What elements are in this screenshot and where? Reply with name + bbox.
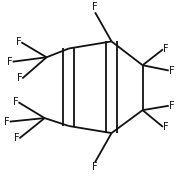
Text: F: F bbox=[163, 44, 169, 54]
Text: F: F bbox=[16, 37, 21, 47]
Text: F: F bbox=[14, 133, 19, 143]
Text: F: F bbox=[92, 162, 98, 172]
Text: F: F bbox=[169, 101, 174, 111]
Text: F: F bbox=[163, 122, 169, 132]
Text: F: F bbox=[4, 117, 10, 127]
Text: F: F bbox=[92, 2, 98, 12]
Text: F: F bbox=[17, 74, 22, 83]
Text: F: F bbox=[7, 57, 13, 67]
Text: F: F bbox=[169, 66, 174, 75]
Text: F: F bbox=[13, 97, 18, 107]
